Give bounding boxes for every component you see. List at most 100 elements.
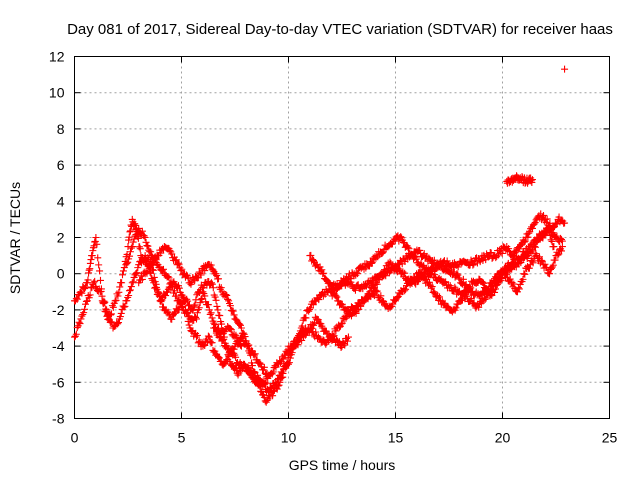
data-point bbox=[312, 328, 320, 336]
data-point bbox=[558, 237, 566, 245]
data-point bbox=[279, 355, 287, 363]
data-point bbox=[85, 266, 93, 274]
data-point bbox=[223, 292, 231, 300]
data-point bbox=[88, 283, 96, 291]
data-point bbox=[520, 238, 528, 246]
data-point bbox=[192, 333, 200, 341]
data-point bbox=[377, 292, 385, 300]
data-point bbox=[286, 346, 294, 354]
data-point bbox=[480, 279, 488, 287]
data-point bbox=[140, 232, 148, 240]
data-point bbox=[168, 315, 176, 323]
data-point bbox=[280, 366, 288, 374]
data-point bbox=[427, 284, 435, 292]
data-point bbox=[517, 253, 525, 261]
data-point bbox=[510, 280, 518, 288]
data-point bbox=[205, 333, 213, 341]
data-point bbox=[157, 249, 165, 257]
data-point bbox=[207, 309, 215, 317]
data-point bbox=[340, 340, 348, 348]
data-point bbox=[401, 269, 409, 277]
data-point bbox=[401, 287, 409, 295]
x-tick-label: 0 bbox=[71, 430, 79, 446]
data-point bbox=[237, 341, 245, 349]
data-point bbox=[245, 341, 253, 349]
data-point bbox=[121, 302, 129, 310]
data-point bbox=[169, 282, 177, 290]
data-point bbox=[528, 176, 536, 184]
data-point bbox=[436, 293, 444, 301]
data-point bbox=[195, 304, 203, 312]
data-point bbox=[126, 252, 134, 260]
data-point bbox=[305, 307, 313, 315]
data-point bbox=[201, 292, 209, 300]
data-point bbox=[525, 264, 533, 272]
data-point bbox=[107, 318, 115, 326]
data-point bbox=[515, 285, 523, 293]
data-point bbox=[467, 256, 475, 264]
data-point bbox=[88, 252, 96, 260]
data-point bbox=[475, 303, 483, 311]
data-point bbox=[73, 295, 81, 303]
data-point bbox=[322, 340, 330, 348]
data-point bbox=[483, 286, 491, 294]
data-point bbox=[525, 229, 533, 237]
data-point bbox=[551, 256, 559, 264]
data-point bbox=[114, 292, 122, 300]
data-point bbox=[469, 261, 477, 269]
data-point bbox=[178, 265, 186, 273]
data-point bbox=[123, 297, 131, 305]
data-point bbox=[158, 296, 166, 304]
data-point bbox=[543, 264, 551, 272]
data-point bbox=[101, 298, 109, 306]
data-point bbox=[256, 359, 264, 367]
data-point bbox=[269, 392, 277, 400]
data-point bbox=[357, 302, 365, 310]
data-point bbox=[84, 276, 92, 284]
data-point bbox=[197, 296, 205, 304]
data-point bbox=[230, 311, 238, 319]
data-point bbox=[310, 257, 318, 265]
data-point bbox=[82, 297, 90, 305]
data-point bbox=[381, 268, 389, 276]
data-point bbox=[383, 264, 391, 272]
y-axis-label: SDTVAR / TECUs bbox=[7, 182, 23, 294]
data-point bbox=[539, 211, 547, 219]
data-point bbox=[315, 296, 323, 304]
data-point bbox=[192, 313, 200, 321]
data-point bbox=[179, 302, 187, 310]
data-point bbox=[141, 234, 149, 241]
data-point bbox=[553, 232, 561, 240]
data-point bbox=[262, 379, 270, 387]
data-point bbox=[489, 280, 497, 288]
data-point bbox=[261, 378, 269, 386]
data-point bbox=[529, 247, 537, 255]
data-point bbox=[554, 251, 562, 259]
data-point bbox=[320, 269, 328, 277]
data-point bbox=[369, 285, 377, 293]
data-point bbox=[535, 253, 543, 261]
y-tick-labels: -8 -6 -4 -2 0 2 4 6 8 10 12 bbox=[49, 49, 65, 427]
data-point bbox=[91, 277, 99, 285]
data-point bbox=[402, 285, 410, 293]
data-point bbox=[351, 286, 359, 294]
data-point bbox=[310, 319, 318, 327]
data-point bbox=[193, 331, 201, 339]
data-point bbox=[115, 288, 123, 296]
data-point bbox=[189, 306, 197, 314]
data-point bbox=[365, 290, 373, 298]
data-point bbox=[520, 270, 528, 278]
data-point bbox=[542, 229, 550, 237]
data-point bbox=[164, 273, 172, 281]
data-point bbox=[425, 272, 433, 280]
data-point bbox=[86, 291, 94, 299]
data-point bbox=[143, 242, 151, 250]
data-point bbox=[527, 177, 535, 185]
data-point bbox=[197, 271, 205, 279]
data-point bbox=[77, 315, 85, 323]
data-point bbox=[425, 270, 433, 278]
data-point bbox=[128, 243, 136, 251]
data-point bbox=[138, 275, 146, 283]
data-point bbox=[378, 249, 386, 257]
data-point bbox=[479, 278, 487, 286]
